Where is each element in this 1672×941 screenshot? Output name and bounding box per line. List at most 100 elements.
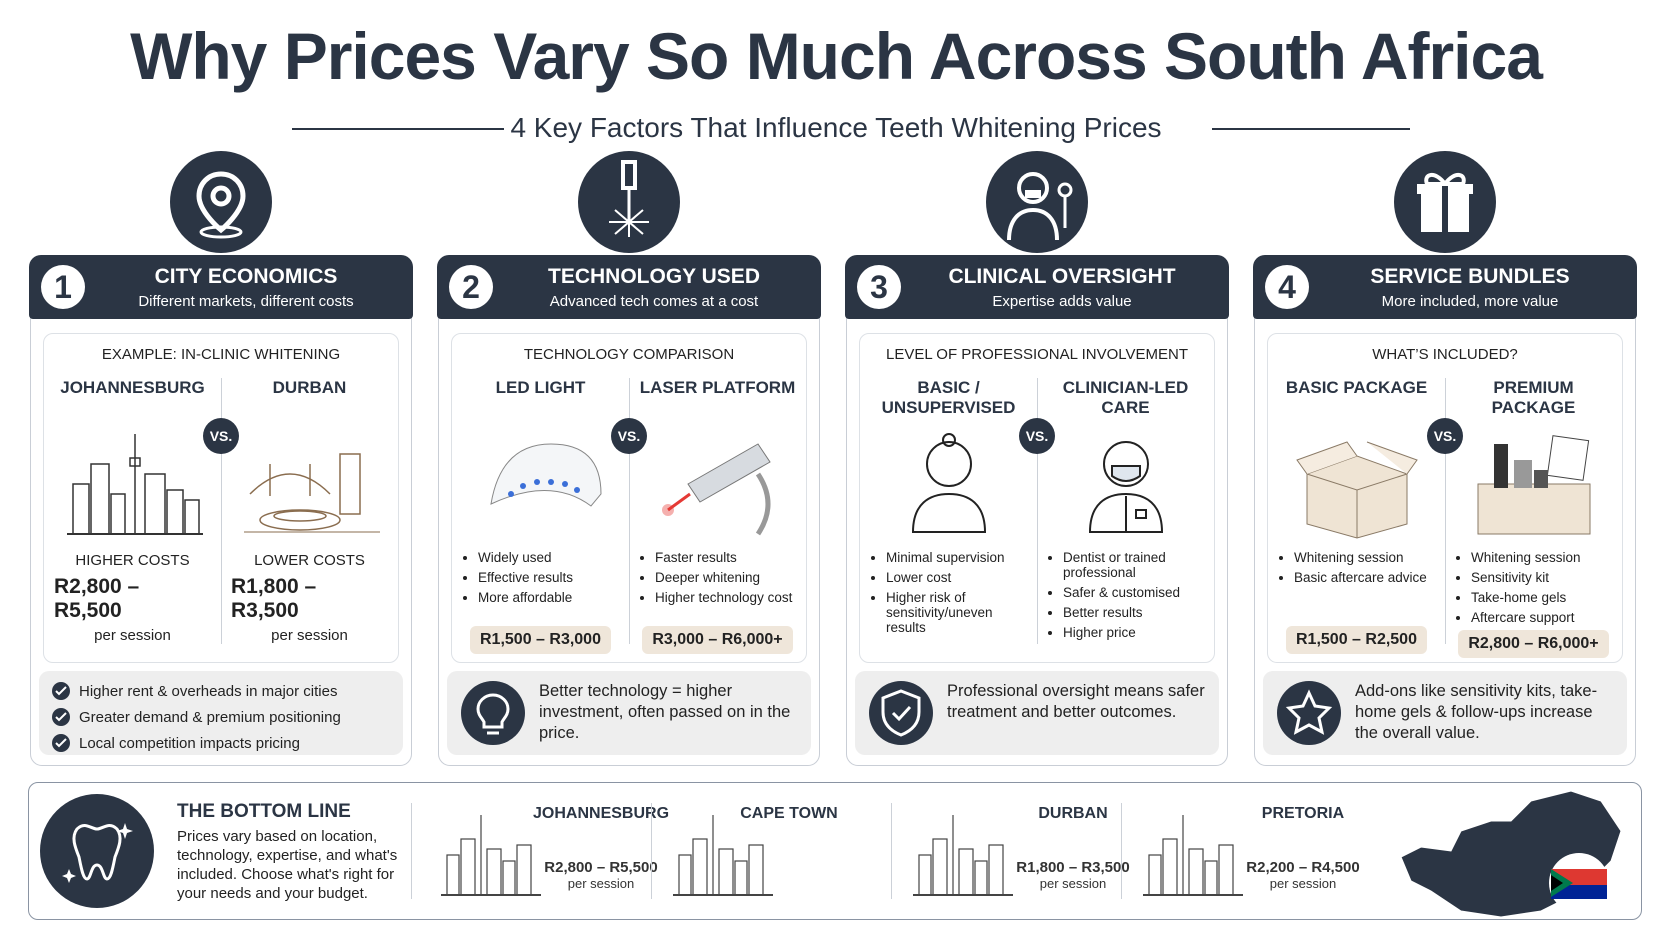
illustration [471,424,611,544]
bullet: Minimal supervision [886,550,1027,565]
illustration-part [489,443,602,507]
bullet-list: Widely used Effective results More afforda… [462,550,619,610]
card-header: 4 SERVICE BUNDLES More included, more valu… [1253,255,1637,319]
note-icon-part [881,689,921,737]
city-skyline-part [958,848,974,896]
city-price: R2,800 – R5,500 [544,859,658,876]
tooth-icon-part [40,794,154,908]
divider [221,378,222,644]
factor-icon-part [1007,172,1073,241]
tooth-icon-part [40,794,154,908]
factor-card: 4 SERVICE BUNDLES More included, more valu… [1253,255,1637,766]
factor-icon [985,150,1089,259]
illustration-part [66,434,203,535]
vs-badge: VS. [611,418,647,454]
comparison-panel: WHAT’S INCLUDED? VS. BASIC PACKAGE Whitenin… [1267,333,1623,663]
bullet: Higher technology cost [655,590,796,605]
illustration-part [547,479,554,485]
card-header: 2 TECHNOLOGY USED Advanced tech comes at a… [437,255,821,319]
check-icon-part [52,682,70,700]
factor-card: 2 TECHNOLOGY USED Advanced tech comes at a… [437,255,821,766]
price-unit: per session [271,627,348,644]
factor-icon-part [609,207,649,237]
illustration [63,424,203,544]
check-icon-part [55,686,67,696]
city-skyline-part [932,838,948,896]
illustration-part [507,479,580,497]
factor-title: TECHNOLOGY USED [548,265,760,288]
city-skyline-part [988,844,1004,896]
city-skyline-part [1148,815,1234,896]
illustration-part [143,473,166,535]
illustration-part [243,453,380,533]
comparison-panel: LEVEL OF PROFESSIONAL INVOLVEMENT VS. BASI… [859,333,1215,663]
illustration-part [941,433,956,447]
illustration-part [1102,441,1149,487]
option-name: LED LIGHT [495,378,586,397]
city-skyline-part [1188,848,1204,896]
factor-icon [577,150,681,259]
illustration-part [71,483,90,535]
factor-number: 3 [857,265,901,309]
city-info: PRETORIA R2,200 – R4,500 per session [1243,805,1363,891]
card-header: 1 CITY ECONOMICS Different markets, differ… [29,255,413,319]
rule [292,128,504,130]
option: BASIC PACKAGE Whitening session Basic afte… [1268,378,1445,654]
bullet: Sensitivity kit [1471,570,1612,585]
sa-map-part [1551,885,1607,899]
factor-icon-part [196,171,246,239]
illustration [240,424,380,544]
option: CLINICIAN-LED CARE Dentist or trained pro… [1037,378,1214,654]
divider [411,803,412,899]
note-icon-part [461,681,525,745]
factor-title: CITY ECONOMICS [154,265,338,288]
illustration-part [1513,460,1532,488]
card-header: 3 CLINICAL OVERSIGHT Expertise adds value [845,255,1229,319]
city-skyline-part [460,838,476,896]
divider [1445,378,1446,644]
divider [629,378,630,644]
check-icon [51,733,71,753]
city-info: JOHANNESBURG R2,800 – R5,500 per session [533,805,669,891]
bullet-list: Whitening session Sensitivity kit Take-hom… [1455,550,1612,630]
city-skyline-part [441,815,541,896]
illustration-part [1477,483,1590,535]
factor-number: 2 [449,265,493,309]
note-icon-part [476,693,510,729]
city-skyline-part [1218,844,1234,896]
note-icon-part [869,681,933,745]
bullet: Deeper whitening [655,570,796,585]
city-skyline [913,805,1013,902]
illustration-part [89,463,110,535]
illustration-part [666,492,691,512]
illustration-part [561,481,568,487]
tooth-icon-part [62,823,133,883]
vs-badge: VS. [1427,418,1463,454]
illustration [1056,424,1196,544]
bullet: Better results [1063,605,1204,620]
price: R1,500 – R2,500 [1286,626,1427,654]
option-name: CLINICIAN-LED CARE [1062,378,1189,417]
illustration-part [1134,509,1147,519]
city-skyline-part [1162,838,1178,896]
bullet-list: Whitening session Basic aftercare advice [1278,550,1435,590]
city-skyline-part [486,848,502,896]
bullet: Whitening session [1471,550,1612,565]
city-name: CAPE TOWN [740,805,838,822]
illustration-part [911,433,986,533]
note-box: Professional oversight means safer treat… [855,671,1219,755]
factor-subtitle: Different markets, different costs [138,293,354,310]
note-icon [457,677,529,754]
check-text: Local competition impacts pricing [79,734,300,752]
city-info: CAPE TOWN [699,805,879,823]
bullet: Whitening session [1294,550,1435,565]
factor-icon-part [1017,172,1049,204]
factor-number: 4 [1265,265,1309,309]
factor-icon-part [1424,173,1466,186]
factor-subtitle: Advanced tech comes at a cost [549,293,759,310]
illustration-part [1493,444,1508,488]
city-skyline-part [1143,815,1243,896]
vs-badge: VS. [203,418,239,454]
city-skyline-part [502,860,516,896]
